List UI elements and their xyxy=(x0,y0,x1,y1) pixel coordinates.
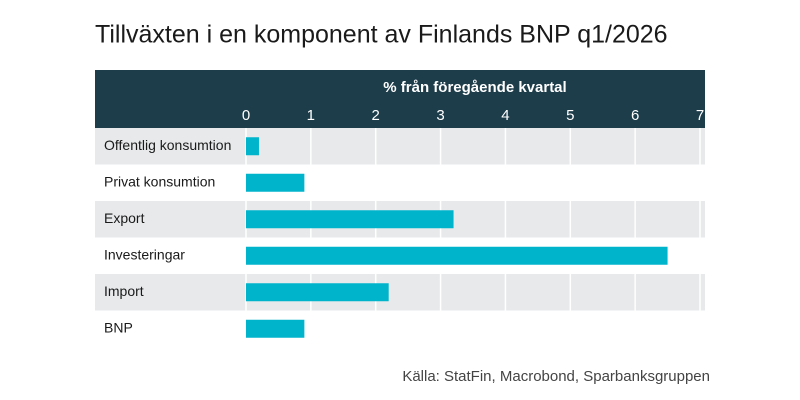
axis-header xyxy=(95,70,705,128)
y-tick-label: BNP xyxy=(104,319,133,335)
y-tick-label: Offentlig konsumtion xyxy=(104,137,231,153)
bar xyxy=(246,210,454,229)
bar xyxy=(246,246,668,265)
x-tick-label: 5 xyxy=(566,107,574,124)
bar xyxy=(246,137,259,156)
x-tick-label: 4 xyxy=(501,107,509,124)
x-tick-label: 2 xyxy=(372,107,380,124)
x-tick-label: 6 xyxy=(631,107,639,124)
x-tick-label: 1 xyxy=(307,107,315,124)
chart-title: Tillväxten i en komponent av Finlands BN… xyxy=(95,21,668,49)
source: Källa: StatFin, Macrobond, Sparbanksgrup… xyxy=(402,368,710,385)
row-band xyxy=(95,274,705,311)
y-tick-label: Import xyxy=(104,283,144,299)
x-tick-label: 0 xyxy=(242,107,250,124)
bar xyxy=(246,283,389,302)
x-axis-label: % från föregående kvartal xyxy=(383,79,566,96)
y-tick-label: Export xyxy=(104,210,145,226)
x-tick-label: 7 xyxy=(696,107,704,124)
row-band xyxy=(95,128,705,165)
y-tick-label: Investeringar xyxy=(104,246,185,262)
bar xyxy=(246,319,305,338)
y-tick-label: Privat konsumtion xyxy=(104,173,215,189)
x-tick-label: 3 xyxy=(436,107,444,124)
bar xyxy=(246,173,305,192)
